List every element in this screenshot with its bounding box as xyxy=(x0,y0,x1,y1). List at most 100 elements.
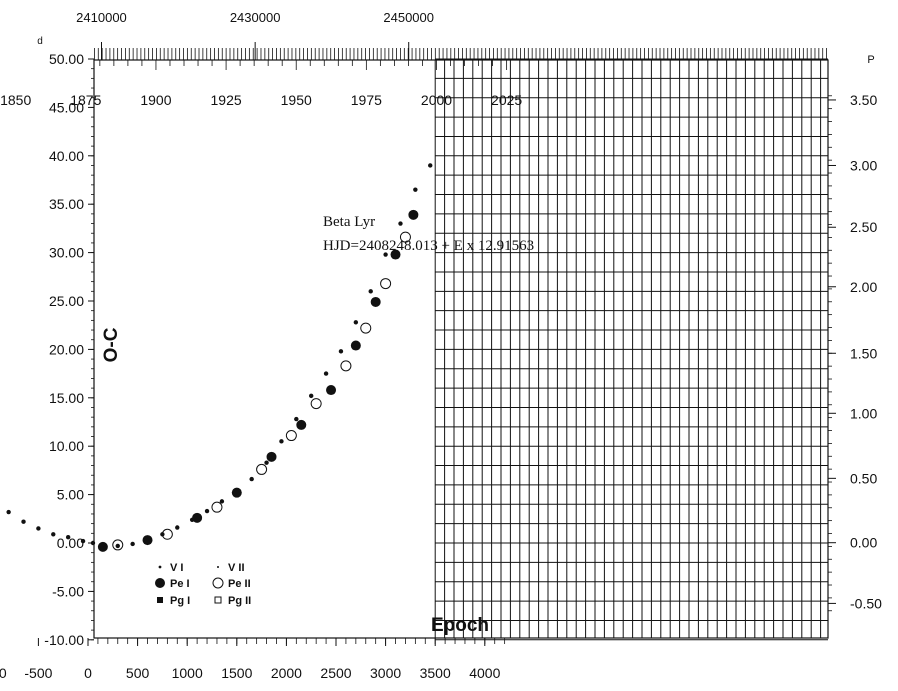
legend-label: Pe I xyxy=(170,578,190,590)
year-axis: 1775180018251850187519001925195019752000… xyxy=(0,60,522,108)
y-axis-title: O-C xyxy=(101,327,122,362)
point-pe-i xyxy=(97,541,108,552)
year-tick-label: 2025 xyxy=(491,92,522,108)
y-tick-label: -5.00 xyxy=(52,583,84,599)
y-tick-label: 20.00 xyxy=(49,341,84,357)
legend-label: Pg I xyxy=(170,595,190,607)
point-v-i xyxy=(398,221,403,226)
legend-marker-pe-i xyxy=(155,578,165,588)
x-axis-title: Epoch xyxy=(431,615,489,636)
point-pe-ii xyxy=(360,322,372,334)
x-tick-label: 2000 xyxy=(271,665,302,681)
top-tick-label: 2430000 xyxy=(230,10,281,25)
point-v-i xyxy=(279,439,284,444)
point-v-i xyxy=(36,526,41,531)
y-tick-label: 25.00 xyxy=(49,293,84,309)
right-tick-label: 0.50 xyxy=(850,470,877,486)
point-pe-i xyxy=(408,209,419,220)
legend-marker-pe-ii xyxy=(212,577,224,589)
point-v-i xyxy=(21,519,26,524)
x-tick-label: -500 xyxy=(24,665,52,681)
legend-label: Pg II xyxy=(228,595,251,607)
right-tick-label: 3.50 xyxy=(850,92,877,108)
hatched-grid-region xyxy=(434,58,828,641)
right-tick-label: 3.00 xyxy=(850,157,877,173)
point-v-i xyxy=(338,349,344,354)
point-v-i xyxy=(130,541,135,547)
right-tick-label: 0.00 xyxy=(850,535,877,551)
x-tick-label: 1500 xyxy=(221,665,252,681)
point-pe-ii xyxy=(380,278,392,290)
year-tick-label: 1900 xyxy=(140,92,171,108)
point-pe-i xyxy=(390,249,401,260)
y-tick-label: 45.00 xyxy=(49,99,84,115)
y-tick-label: 40.00 xyxy=(49,148,84,164)
point-v-i xyxy=(80,538,86,544)
x-tick-label: -1000 xyxy=(0,665,7,681)
legend-label: V II xyxy=(228,562,245,574)
top-tick-label: 2410000 xyxy=(76,10,127,25)
right-tick-label: 1.00 xyxy=(850,405,877,421)
point-pe-i xyxy=(266,451,277,462)
legend-marker-pg-i xyxy=(157,597,163,603)
x-tick-label: 4000 xyxy=(469,665,500,681)
point-v-i xyxy=(323,371,329,376)
x-tick-label: 3000 xyxy=(370,665,401,681)
point-v-i xyxy=(175,525,180,530)
point-pe-i xyxy=(350,340,361,351)
point-v-i xyxy=(249,476,254,482)
point-v-i xyxy=(428,163,433,168)
point-v-i xyxy=(204,508,210,514)
right-tick-label: 1.50 xyxy=(850,345,877,361)
legend-marker-v-ii xyxy=(217,566,219,568)
top-hjd-axis: 23700002390000241000024300002450000 xyxy=(76,10,827,60)
legend-label: Pe II xyxy=(228,578,251,590)
legend-marker-v-i xyxy=(158,565,162,569)
point-v-i xyxy=(264,460,269,465)
data-points xyxy=(6,163,433,552)
point-pe-ii xyxy=(211,501,223,513)
point-v-i xyxy=(6,509,11,515)
point-pe-i xyxy=(326,385,337,396)
y-unit-label: d xyxy=(37,36,43,47)
chart-title: Beta Lyr xyxy=(323,214,375,230)
right-period-axis: 3.50 3.00 2.50 2.00 1.50 1.00 0.50 0.00 -0.50 xyxy=(828,92,882,611)
point-pe-ii xyxy=(112,539,124,551)
y-tick-label: 30.00 xyxy=(49,245,84,261)
y-tick-label: 35.00 xyxy=(49,196,84,212)
year-tick-label: 1975 xyxy=(351,92,382,108)
point-v-i xyxy=(115,543,120,549)
y-tick-label: -10.00 xyxy=(44,632,84,648)
point-pe-i xyxy=(231,487,242,498)
point-v-i xyxy=(353,320,359,325)
point-v-i xyxy=(383,252,388,257)
point-v-i xyxy=(51,532,56,537)
x-axis: -3000-2500-2000-1500-1000-50005001000150… xyxy=(0,638,506,681)
point-pe-ii xyxy=(310,398,322,410)
y-tick-label: 50.00 xyxy=(49,51,84,67)
point-pe-ii xyxy=(399,231,411,243)
year-tick-label: 1950 xyxy=(281,92,312,108)
point-v-i xyxy=(413,187,418,192)
point-pe-ii xyxy=(256,463,268,475)
right-tick-label: -0.50 xyxy=(850,595,882,611)
legend: V I V II Pe I Pe II Pg I Pg II xyxy=(155,562,251,607)
point-v-i xyxy=(368,289,373,294)
y-tick-label: 15.00 xyxy=(49,390,84,406)
y-tick-label: 0.00 xyxy=(57,535,84,551)
y-tick-label: 5.00 xyxy=(57,487,84,503)
right-tick-label: 2.50 xyxy=(850,219,877,235)
x-tick-label: 3500 xyxy=(420,665,451,681)
year-tick-label: 1850 xyxy=(0,92,31,108)
point-pe-ii xyxy=(340,360,352,372)
x-tick-label: 0 xyxy=(84,665,92,681)
x-tick-label: 500 xyxy=(126,665,150,681)
point-pe-i xyxy=(370,296,381,307)
year-tick-label: 1925 xyxy=(211,92,242,108)
point-pe-ii xyxy=(161,528,173,540)
point-v-i xyxy=(90,540,96,546)
point-pe-ii xyxy=(285,430,297,442)
y-axis: 50.00 45.00 40.00 35.00 30.00 25.00 20.00 15.00… xyxy=(44,51,94,648)
point-v-i xyxy=(294,416,299,422)
